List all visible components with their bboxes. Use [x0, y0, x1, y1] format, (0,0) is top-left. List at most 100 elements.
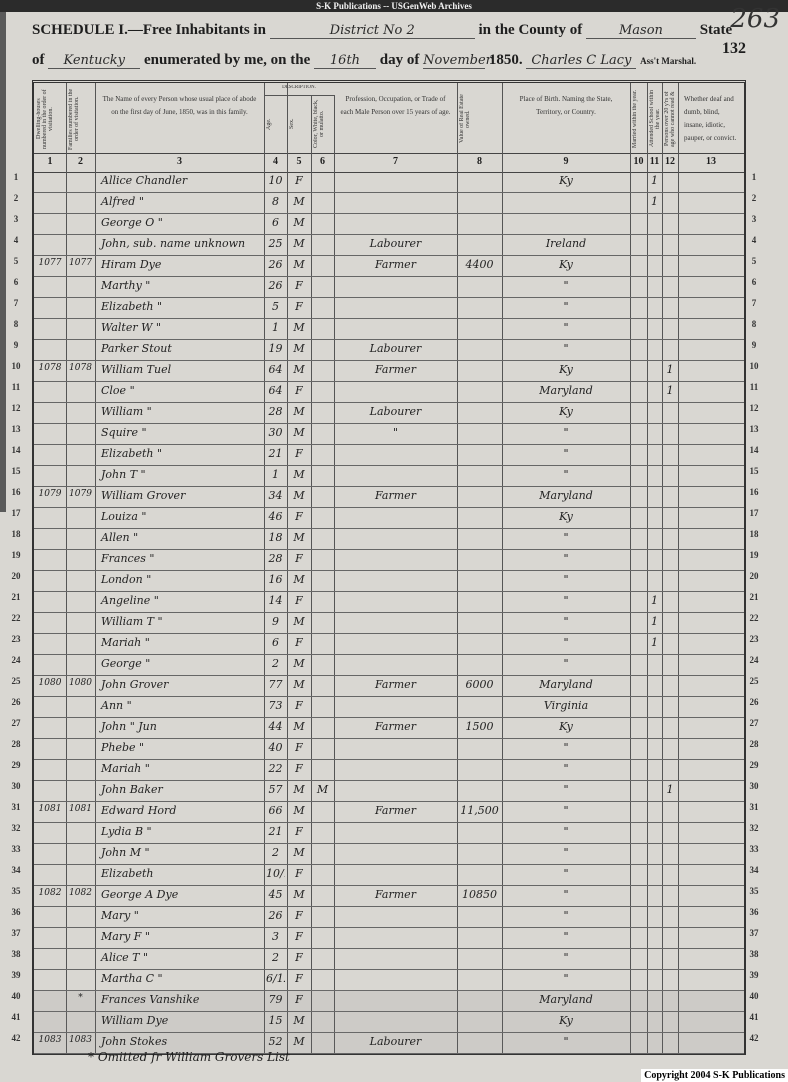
cell-col-4: 26 — [268, 258, 283, 271]
line-number-right: 27 — [749, 718, 759, 728]
cell-col-5: M — [293, 405, 305, 418]
column-number: 5 — [296, 156, 302, 167]
day-label: day of — [379, 52, 420, 68]
line-number-right: 41 — [749, 1012, 759, 1022]
cell-col-5: M — [293, 846, 305, 859]
line-number-left: 22 — [11, 613, 21, 623]
table-row: 1077 1077 Hiram Dye 26 M Farmer 4400 Ky — [34, 255, 744, 277]
column-number: 13 — [706, 156, 716, 167]
archive-banner: S-K Publications -- USGenWeb Archives — [0, 0, 788, 12]
cell-col-4: 19 — [268, 342, 283, 355]
cell-col-5: M — [293, 1014, 305, 1027]
cell-col-5: M — [293, 1035, 305, 1048]
table-row: Mary F " 3 F " — [34, 927, 744, 949]
cell-col-9: Maryland — [539, 489, 593, 502]
cell-col-2: 1079 — [69, 489, 92, 499]
line-number-left: 7 — [13, 298, 19, 308]
line-number-right: 31 — [749, 802, 759, 812]
table-row: Mariah " 22 F " — [34, 759, 744, 781]
cell-col-5: M — [293, 678, 305, 691]
cell-col-5: F — [295, 972, 303, 985]
cell-col-4: 6/12 — [266, 972, 285, 985]
cell-col-4: 26 — [268, 909, 283, 922]
cell-col-5: M — [293, 657, 305, 670]
column-divider — [457, 83, 458, 1053]
cell-col-4: 8 — [272, 195, 279, 208]
column-divider — [662, 83, 663, 1053]
cell-col-9: " — [563, 741, 569, 754]
table-row: Mary " 26 F " — [34, 906, 744, 928]
line-number-right: 10 — [749, 361, 759, 371]
cell-col-8: 11,500 — [460, 804, 499, 817]
column-number: 9 — [563, 156, 569, 167]
cell-col-4: 46 — [268, 510, 283, 523]
line-number-right: 2 — [751, 193, 757, 203]
table-row: Marthy " 26 F " — [34, 276, 744, 298]
cell-col-3: John T " — [101, 468, 146, 481]
cell-col-9: Ky — [559, 174, 573, 187]
cell-col-2: 1081 — [69, 804, 92, 814]
cell-col-4: 21 — [268, 825, 283, 838]
line-number-right: 40 — [749, 991, 759, 1001]
line-number-left: 37 — [11, 928, 21, 938]
line-number-right: 12 — [749, 403, 759, 413]
table-row: Alice T " 2 F " — [34, 948, 744, 970]
cell-col-3: George " — [101, 657, 151, 670]
cell-col-4: 40 — [268, 741, 283, 754]
line-number-left: 13 — [11, 424, 21, 434]
cell-col-2: * — [78, 993, 83, 1003]
cell-col-7: Farmer — [375, 720, 416, 733]
cell-col-4: 14 — [268, 594, 283, 607]
line-number-left: 39 — [11, 970, 21, 980]
cell-col-3: Hiram Dye — [101, 258, 162, 271]
cell-col-8: 4400 — [465, 258, 494, 271]
cell-col-4: 10 — [268, 174, 283, 187]
cell-col-3: Walter W " — [101, 321, 161, 334]
cell-col-11: 1 — [651, 615, 658, 628]
cell-col-5: M — [293, 573, 305, 586]
description-label: DESCRIPTION. — [264, 85, 334, 96]
cell-col-5: M — [293, 237, 305, 250]
line-number-right: 3 — [751, 214, 757, 224]
cell-col-5: M — [293, 321, 305, 334]
line-number-left: 9 — [13, 340, 19, 350]
cell-col-3: John M " — [101, 846, 150, 859]
cell-col-9: " — [563, 342, 569, 355]
cell-col-9: " — [563, 636, 569, 649]
column-header-1: Dwelling-houses numbered in the order of… — [36, 89, 54, 149]
marshal-signature: Charles C Lacy — [526, 53, 637, 69]
cell-col-7: " — [392, 426, 399, 439]
cell-col-3: William T " — [101, 615, 163, 628]
column-header-9: Place of Birth. Naming the State, Territ… — [519, 95, 613, 116]
line-number-right: 29 — [749, 760, 759, 770]
column-divider — [264, 83, 265, 1053]
column-divider — [647, 83, 648, 1053]
line-number-right: 37 — [749, 928, 759, 938]
marshal-label: Ass't Marshal. — [640, 56, 697, 66]
line-number-right: 38 — [749, 949, 759, 959]
line-number-left: 19 — [11, 550, 21, 560]
cell-col-9: Maryland — [539, 678, 593, 691]
cell-col-3: Cloe " — [101, 384, 135, 397]
table-row: Frances " 28 F " — [34, 549, 744, 571]
cell-col-5: F — [295, 510, 303, 523]
cell-col-3: George O " — [101, 216, 163, 229]
line-number-right: 11 — [749, 382, 759, 392]
cell-col-3: Marthy " — [101, 279, 151, 292]
cell-col-12: 1 — [666, 363, 674, 376]
column-header-7: Profession, Occupation, or Trade of each… — [340, 95, 451, 116]
cell-col-1: 1083 — [38, 1035, 62, 1045]
table-row: Phebe " 40 F " — [34, 738, 744, 760]
column-divider — [334, 95, 335, 1053]
cell-col-5: F — [295, 594, 303, 607]
cell-col-3: William Grover — [101, 489, 186, 502]
table-row: Allice Chandler 10 F Ky 1 — [34, 171, 744, 193]
cell-col-9: " — [563, 573, 569, 586]
cell-col-9: " — [563, 825, 569, 838]
cell-col-5: M — [293, 258, 305, 271]
county-label: in the County of — [478, 22, 583, 38]
table-row: 1082 1082 George A Dye 45 M Farmer 10850 " — [34, 885, 744, 907]
line-number-left: 32 — [11, 823, 21, 833]
cell-col-5: M — [293, 426, 305, 439]
cell-col-9: " — [563, 804, 569, 817]
